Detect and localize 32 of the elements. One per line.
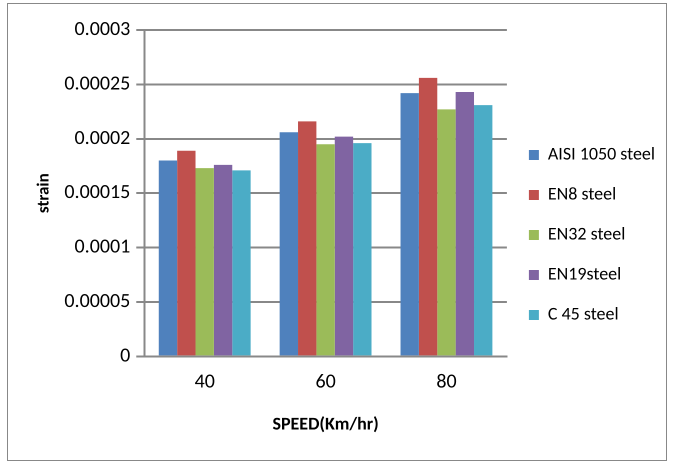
y-tick-label: 0.00025 bbox=[64, 71, 130, 96]
bar bbox=[298, 121, 316, 356]
bar bbox=[280, 132, 298, 356]
bar bbox=[418, 78, 438, 356]
y-tick-label: 0.0002 bbox=[74, 126, 130, 150]
y-axis-title: strain bbox=[32, 173, 54, 214]
bar bbox=[316, 144, 335, 356]
bar bbox=[177, 150, 196, 356]
bar bbox=[353, 143, 372, 356]
bar bbox=[474, 105, 492, 356]
bar bbox=[437, 109, 456, 356]
bar bbox=[158, 160, 178, 356]
bar bbox=[334, 136, 354, 356]
x-tick-label: 80 bbox=[436, 369, 457, 394]
bar bbox=[456, 92, 474, 356]
bar bbox=[400, 93, 419, 356]
bar bbox=[232, 170, 251, 356]
legend-label: EN32 steel bbox=[548, 222, 626, 244]
legend-label: EN19steel bbox=[548, 262, 622, 284]
bar bbox=[214, 164, 232, 356]
legend-label: AISI 1050 steel bbox=[548, 142, 656, 164]
x-axis-title: SPEED(Km/hr) bbox=[272, 412, 379, 435]
y-tick-label: 0.0001 bbox=[74, 234, 130, 259]
bar bbox=[196, 168, 214, 356]
y-tick-label: 0.00015 bbox=[64, 180, 130, 204]
y-tick-label: 0 bbox=[120, 343, 130, 368]
legend-label: C 45 steel bbox=[548, 302, 619, 324]
legend-label: EN8 steel bbox=[548, 182, 616, 204]
y-tick-label: 0.00005 bbox=[64, 289, 130, 313]
x-tick-label: 40 bbox=[194, 369, 215, 394]
y-tick-label: 0.0003 bbox=[74, 17, 130, 41]
x-tick-label: 60 bbox=[315, 369, 336, 394]
